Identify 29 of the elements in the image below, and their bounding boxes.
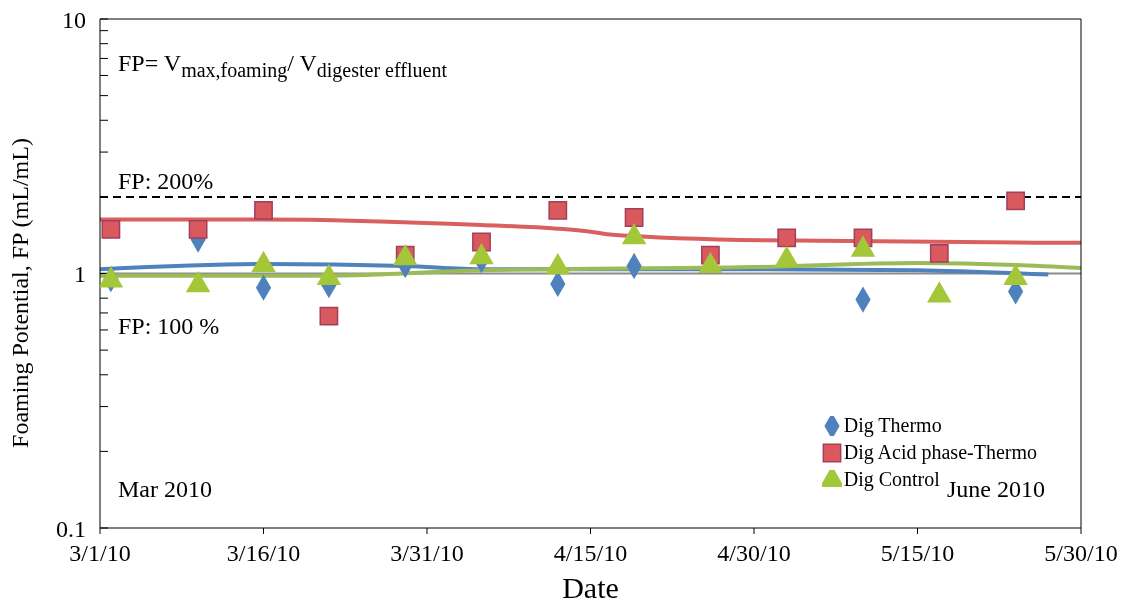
annotation: June 2010: [947, 476, 1045, 503]
point: [777, 228, 797, 248]
point: [188, 220, 208, 239]
point: [1006, 191, 1026, 211]
point: [929, 243, 949, 263]
y-axis-title: Foaming Potential, FP (mL/mL): [7, 138, 33, 448]
x-tick-label: 3/31/10: [390, 540, 464, 567]
x-tick-label: 3/1/10: [69, 540, 131, 567]
legend-label: Dig Acid phase-Thermo: [843, 441, 1037, 464]
point: [101, 220, 121, 239]
legend-label: Dig Thermo: [843, 414, 942, 437]
ref-line-label: FP: 200%: [118, 167, 214, 194]
point: [319, 306, 339, 326]
x-tick-label: 4/30/10: [717, 540, 791, 567]
point: [624, 208, 644, 227]
annotation: FP= V$_{max,foaming}$/ V$_{digester effluent}$: [118, 50, 447, 82]
annotation: Mar 2010: [118, 476, 212, 503]
x-axis-title: Date: [562, 571, 619, 604]
x-tick-label: 3/16/10: [226, 540, 301, 567]
y-tick-label: 1: [74, 261, 86, 288]
ref-line-label: FP: 100 %: [118, 312, 220, 339]
legend-label: Dig Control: [843, 468, 940, 491]
x-tick-label: 4/15/10: [553, 540, 628, 567]
x-tick-label: 5/30/10: [1044, 540, 1118, 567]
point: [548, 200, 568, 220]
y-tick-label: 10: [62, 6, 86, 33]
x-tick-label: 5/15/10: [880, 540, 955, 567]
y-tick-label: 0.1: [56, 515, 86, 542]
point: [254, 200, 273, 220]
